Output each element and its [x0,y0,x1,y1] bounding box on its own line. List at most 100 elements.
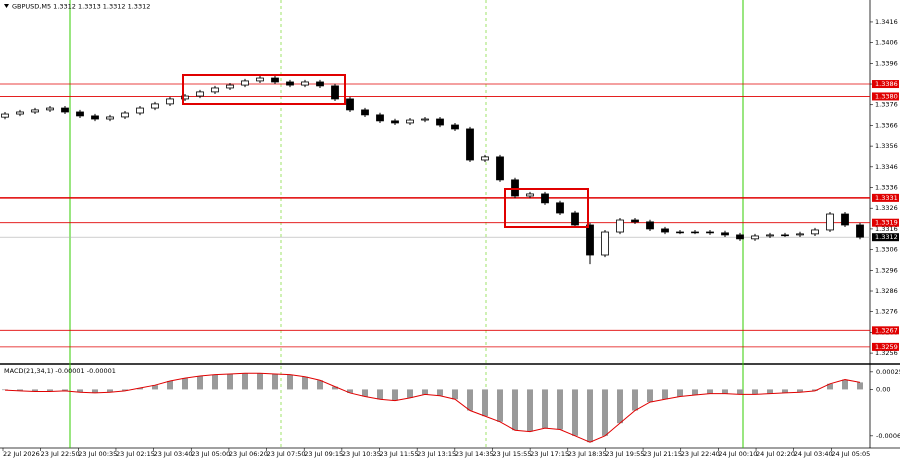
macd-bar [152,385,158,390]
time-label: 23 Jul 07:50 [267,450,306,458]
candle-body [1,113,9,118]
level-label-bg [872,342,899,351]
candle-body [646,221,654,230]
macd-bar [137,388,143,390]
macd-bar [197,376,203,390]
macd-bar [647,389,653,403]
macd-bar [242,373,248,390]
candle-body [181,95,189,100]
time-label: 23 Jul 02:15 [116,450,155,458]
candle-body [706,231,714,234]
macd-signal-line [4,372,861,443]
macd-bar [587,389,593,443]
level-label: 1.3331 [875,194,898,202]
candle-body [121,112,129,118]
time-label: 23 Jul 09:15 [304,450,343,458]
macd-bar [32,389,38,392]
candle-body [226,84,234,89]
level-label: 1.3259 [875,343,898,351]
macd-bar [227,373,233,390]
time-label: 23 Jul 15:55 [492,450,531,458]
candle-body [76,111,84,117]
macd-bar [407,389,413,398]
time-label: 23 Jul 14:35 [455,450,494,458]
candle-body [346,98,354,111]
candle-body [616,219,624,233]
macd-bar [272,373,278,390]
level-label: 1.3386 [875,80,898,88]
time-label: 23 Jul 18:35 [568,450,607,458]
macd-bar [362,389,368,397]
candle-body [316,81,324,87]
time-label: 23 Jul 00:35 [78,450,117,458]
macd-bar [437,389,443,396]
y-tick-label: 1.3396 [875,59,898,67]
candle-body [481,156,489,161]
candle-body [61,107,69,113]
candle-body [796,233,804,236]
candle-body [841,213,849,226]
macd-bar [752,389,758,395]
candle-body [451,124,459,130]
candle-body [721,232,729,236]
y-tick-label: 1.3296 [875,266,898,274]
macd-bar [542,389,548,429]
current-price-bg [872,233,899,242]
candle-body [496,156,504,181]
time-label: 22 Jul 2026 [3,450,40,458]
candle-body [196,91,204,97]
macd-bar [857,382,863,390]
candle-body [811,229,819,235]
macd-bar [812,389,818,391]
macd-bar [662,389,668,400]
level-label-bg [872,193,899,202]
y-tick-label: 1.3276 [875,308,898,316]
time-label: 23 Jul 13:15 [417,450,456,458]
macd-bar [722,389,728,394]
time-label: 23 Jul 10:35 [342,450,381,458]
candle-body [211,87,219,93]
macd-bar [617,389,623,424]
y-tick-label: 1.3316 [875,225,898,233]
plot-area [0,75,870,348]
candle-body [286,81,294,86]
y-tick-label: 1.3376 [875,101,898,109]
highlight-box [504,188,589,228]
level-label: 1.3319 [875,219,898,227]
macd-bar [77,389,83,393]
candle-body [391,120,399,124]
macd-bar [287,374,293,390]
candle-body [511,179,519,197]
time-label: 23 Jul 17:15 [530,450,569,458]
macd-label: MACD(21,34,1) -0.00001 -0.00001 [4,367,116,375]
menu-arrow [4,4,9,8]
macd-bar [512,389,518,431]
candle-body [301,81,309,86]
current-price-label: 1.3312 [875,233,898,241]
macd-bar [602,389,608,436]
time-label: 24 Jul 00:10 [718,450,757,458]
candle-body [136,107,144,114]
candle-body [466,128,474,161]
macd-bar [827,383,833,390]
macd-y-tick-label: 0.00025 [876,368,900,376]
candle-body [601,231,609,256]
time-label: 24 Jul 02:20 [756,450,795,458]
candle-body [766,234,774,237]
candle-body [526,193,534,197]
candle-body [676,231,684,234]
candle-body [736,234,744,240]
candle-body [241,80,249,86]
macd-bar [467,389,473,411]
candle-body [691,231,699,234]
macd-bar [182,378,188,390]
y-tick-label: 1.3336 [875,184,898,192]
macd-bar [677,389,683,397]
macd-bar [122,389,128,391]
macd-bar [737,389,743,395]
candle-body [46,107,54,111]
candle-body [331,85,339,100]
time-label: 23 Jul 22:40 [681,450,720,458]
